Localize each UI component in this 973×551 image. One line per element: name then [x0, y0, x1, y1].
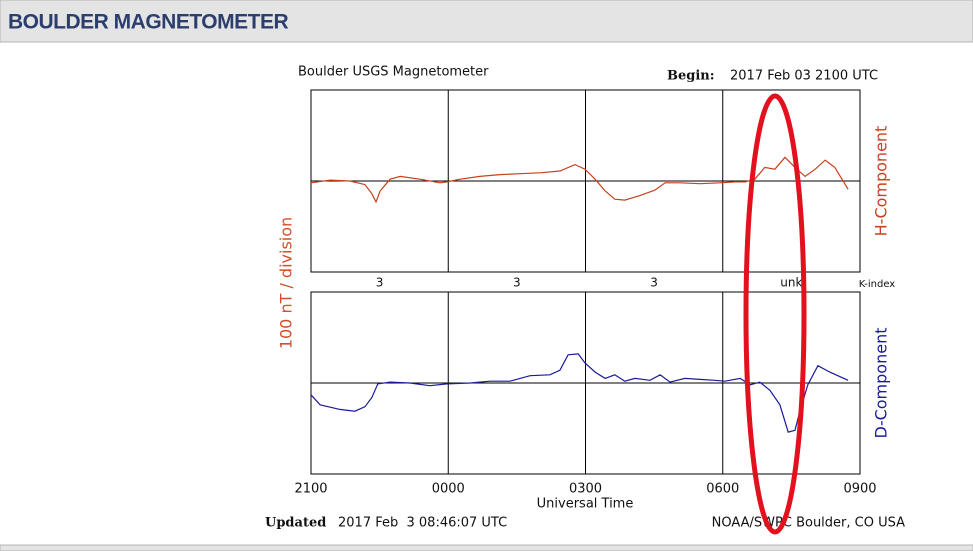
k-index-value: 3: [513, 276, 521, 290]
legend-entry: D-Component: [872, 328, 891, 439]
data-line: [310, 156, 849, 204]
data-line: [310, 353, 849, 433]
plot-title: Boulder USGS Magnetometer: [298, 65, 489, 80]
page-title: BOULDER MAGNETOMETER: [8, 11, 288, 34]
x-tick-label: 0900: [843, 482, 876, 497]
legend-entry: H-Component: [872, 126, 891, 237]
plots: H-Component D-Component 2100 0000 0300 0600 09…: [294, 89, 891, 497]
k-index-value: 3: [650, 276, 658, 290]
x-tick-label: 2100: [294, 482, 327, 497]
x-tick-label: 0000: [432, 482, 465, 497]
updated-date: 2017 Feb 3 08:46:07 UTC: [338, 516, 507, 531]
begin-label: Begin:: [667, 69, 715, 84]
footer-bar: [0, 544, 973, 551]
header-bar: [0, 0, 973, 43]
x-axis-label: Universal Time: [537, 497, 634, 512]
source: NOAA/SWPC Boulder, CO USA: [712, 516, 905, 531]
x-tick-label: 0300: [569, 482, 602, 497]
k-index-value: 3: [376, 276, 384, 290]
k-index-label: K-index: [859, 279, 896, 290]
begin-date: 2017 Feb 03 2100 UTC: [730, 69, 878, 84]
highlight-ellipse: [743, 93, 807, 535]
k-index-value: unk: [780, 276, 802, 290]
y-axis-label: 100 nT / division: [277, 217, 296, 349]
x-tick-label: 0600: [706, 482, 739, 497]
updated-label: Updated: [265, 516, 326, 531]
